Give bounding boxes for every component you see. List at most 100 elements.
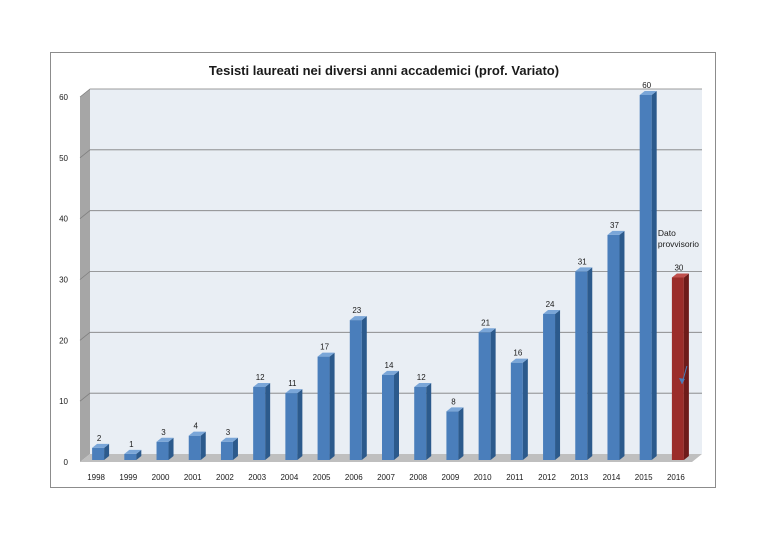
x-tick-label: 2009 bbox=[442, 473, 460, 482]
bar bbox=[671, 277, 684, 460]
data-label: 24 bbox=[546, 300, 555, 309]
bar-top bbox=[543, 310, 561, 314]
y-tick-label: 0 bbox=[64, 458, 69, 467]
gridline bbox=[79, 88, 702, 98]
bar bbox=[317, 356, 330, 460]
annotation-arrowhead bbox=[678, 378, 685, 384]
x-tick-label: 2016 bbox=[667, 473, 685, 482]
bar-side bbox=[522, 358, 528, 460]
gridline bbox=[79, 210, 702, 219]
bar-side bbox=[555, 310, 561, 460]
x-tick-label: 2015 bbox=[635, 473, 653, 482]
bar-side bbox=[490, 328, 496, 460]
bar bbox=[124, 453, 137, 460]
x-tick-label: 2011 bbox=[506, 473, 524, 482]
data-label: 1 bbox=[129, 440, 134, 449]
x-tick-label: 2012 bbox=[538, 473, 556, 482]
x-tick-label: 2013 bbox=[570, 473, 588, 482]
x-tick-label: 2014 bbox=[603, 473, 621, 482]
bar-top bbox=[639, 91, 657, 95]
x-tick-label: 2008 bbox=[409, 473, 427, 482]
bar-top bbox=[446, 407, 464, 412]
bar-top bbox=[92, 443, 110, 448]
x-tick-label: 2006 bbox=[345, 473, 363, 482]
data-label: 21 bbox=[481, 318, 490, 327]
data-label: 8 bbox=[451, 397, 456, 406]
bar-side bbox=[104, 443, 110, 460]
gridline bbox=[79, 149, 702, 159]
chart-title: Tesisti laureati nei diversi anni accade… bbox=[209, 63, 559, 78]
bar-side bbox=[426, 383, 432, 460]
bar bbox=[349, 320, 362, 460]
bar bbox=[478, 332, 491, 460]
data-label: 12 bbox=[256, 373, 265, 382]
bar-top bbox=[220, 437, 238, 442]
bar-side bbox=[361, 316, 367, 460]
gridline bbox=[79, 271, 702, 280]
data-label: 60 bbox=[642, 81, 651, 90]
gridline bbox=[79, 392, 702, 402]
x-tick-label: 1999 bbox=[119, 473, 137, 482]
data-label: 2 bbox=[97, 434, 102, 443]
y-tick-label: 10 bbox=[59, 397, 68, 406]
gridline bbox=[79, 331, 702, 341]
bar-side bbox=[329, 352, 335, 460]
data-label: 4 bbox=[194, 422, 199, 431]
x-tick-label: 2004 bbox=[280, 473, 298, 482]
bar-side bbox=[394, 370, 399, 460]
bar-top bbox=[156, 437, 174, 442]
bar-top bbox=[575, 267, 593, 272]
data-label: 12 bbox=[417, 373, 426, 382]
x-tick-label: 2001 bbox=[184, 473, 202, 482]
data-label: 23 bbox=[352, 306, 361, 315]
data-label: 30 bbox=[674, 264, 683, 273]
bar bbox=[639, 95, 652, 460]
bar bbox=[607, 234, 620, 460]
bar-side bbox=[651, 91, 657, 460]
bar-top bbox=[510, 358, 528, 363]
bar bbox=[220, 441, 233, 460]
y-tick-label: 40 bbox=[59, 215, 68, 224]
bar-top bbox=[382, 370, 399, 375]
bar-side bbox=[587, 267, 593, 460]
bar-top bbox=[317, 352, 335, 357]
bar bbox=[156, 441, 169, 460]
x-tick-label: 2007 bbox=[377, 473, 395, 482]
bar-top bbox=[671, 273, 689, 278]
x-tick-label: 2002 bbox=[216, 473, 234, 482]
bar bbox=[543, 314, 556, 460]
bar-side bbox=[168, 437, 174, 460]
bar-side bbox=[265, 383, 271, 460]
bar-top bbox=[414, 383, 432, 387]
bar bbox=[285, 393, 298, 460]
plot-area: 0 10 20 30 40 50 60 2 1998 1 1999 3 2000 4 2001 3 2002 12… bbox=[59, 81, 702, 482]
data-label: 3 bbox=[161, 428, 166, 437]
bar bbox=[92, 447, 105, 460]
bar-top bbox=[253, 383, 271, 387]
x-tick-label: 2000 bbox=[152, 473, 170, 482]
bar-side bbox=[619, 230, 625, 460]
bar-side bbox=[136, 449, 142, 460]
annotation-text: Dato bbox=[658, 228, 676, 238]
data-label: 14 bbox=[385, 361, 394, 370]
y-tick-label: 50 bbox=[59, 154, 68, 163]
x-tick-label: 2010 bbox=[474, 473, 492, 482]
bar-side bbox=[458, 407, 464, 460]
data-label: 16 bbox=[513, 349, 522, 358]
bar-top bbox=[478, 328, 496, 333]
data-label: 11 bbox=[288, 379, 297, 388]
bar-top bbox=[124, 449, 142, 454]
bar-top bbox=[349, 316, 367, 321]
bar-side bbox=[200, 431, 206, 460]
bar bbox=[414, 387, 427, 460]
x-tick-label: 1998 bbox=[87, 473, 105, 482]
x-tick-label: 2005 bbox=[313, 473, 331, 482]
annotation-text: provvisorio bbox=[658, 239, 699, 249]
y-tick-label: 20 bbox=[59, 336, 68, 345]
data-label: 37 bbox=[610, 221, 619, 230]
bar-top bbox=[285, 389, 303, 394]
data-label: 3 bbox=[226, 428, 231, 437]
bar bbox=[446, 411, 459, 460]
x-tick-label: 2003 bbox=[248, 473, 266, 482]
